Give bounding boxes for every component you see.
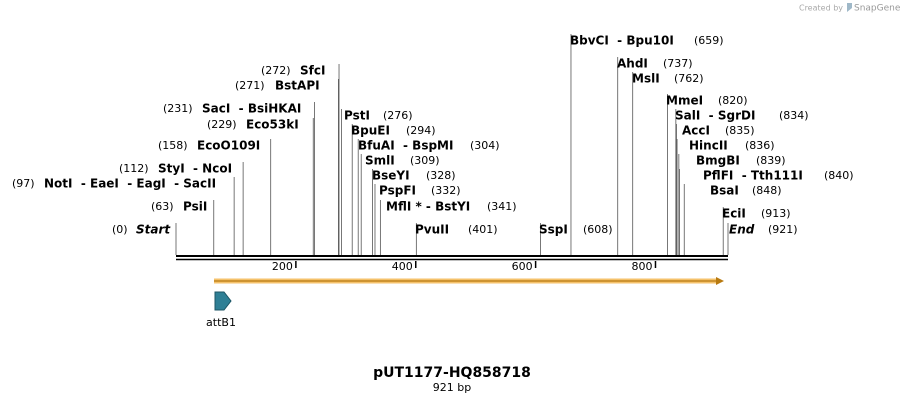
enzyme-name: PsiI [183,200,207,214]
enzyme-site: (231) [163,102,193,115]
enzyme-site: (328) [426,169,456,182]
enzyme-site: (913) [761,207,791,220]
enzyme-site: (97) [12,177,35,190]
credit-prefix: Created by [799,4,843,13]
enzyme-name: End [729,223,755,237]
enzyme-name: AccI [682,124,710,138]
length: 921 bp [433,381,471,394]
enzyme-name: EciI [722,207,746,221]
enzyme-site: (401) [468,223,498,236]
ruler-label: 200 [272,260,293,273]
feature-attB1 [214,291,232,311]
enzyme-name: NotI - EaeI - EagI - SacII [44,177,216,191]
enzyme-name: BmgBI [696,154,740,168]
enzyme-name: PstI [344,109,370,123]
enzyme-site: (276) [383,109,413,122]
enzyme-site: (820) [718,94,748,107]
enzyme-site: (158) [158,139,188,152]
feature-label: attB1 [206,316,236,329]
enzyme-name: Start [136,223,171,237]
enzyme-site: (839) [756,154,786,167]
enzyme-name: HincII [689,139,728,153]
enzyme-site: (229) [207,118,237,131]
enzyme-name: PflFI - Tth111I [703,169,803,183]
enzyme-site: (834) [779,109,809,122]
enzyme-site: (921) [768,223,798,236]
enzyme-name: SalI - SgrDI [675,109,755,123]
enzyme-name: BsaI [710,184,739,198]
enzyme-name: SmlI [365,154,395,168]
enzyme-site: (840) [824,169,854,182]
enzyme-name: EcoO109I [197,139,260,153]
enzyme-name: MflI * - BstYI [386,200,470,214]
enzyme-site: (63) [151,200,174,213]
enzyme-site: (737) [663,57,693,70]
enzyme-site: (762) [674,72,704,85]
logo [847,3,852,12]
ruler-label: 400 [392,260,413,273]
enzyme-name: BstAPI [275,79,320,93]
feature-arrowhead [716,277,724,285]
enzyme-site: (112) [119,162,149,175]
enzyme-site: (332) [431,184,461,197]
enzyme-name: Eco53kI [246,118,299,132]
enzyme-site: (309) [410,154,440,167]
enzyme-name: SacI - BsiHKAI [202,102,301,116]
enzyme-site: (294) [406,124,436,137]
credit-brand: SnapGene [854,4,901,14]
enzyme-site: (608) [583,223,613,236]
enzyme-site: (0) [112,223,128,236]
enzyme-name: BfuAI - BspMI [358,139,453,153]
enzyme-site: (835) [725,124,755,137]
enzyme-name: BpuEI [351,124,390,138]
enzyme-site: (836) [745,139,775,152]
enzyme-name: MmeI [666,94,703,108]
enzyme-site: (272) [261,64,291,77]
enzyme-site: (659) [694,34,724,47]
enzyme-site: (848) [752,184,782,197]
enzyme-site: (341) [487,200,517,213]
enzyme-name: SspI [539,223,568,237]
ruler-label: 600 [512,260,533,273]
enzyme-name: MslI [632,72,660,86]
enzyme-name: BseYI [372,169,410,183]
enzyme-name: BbvCI - Bpu10I [570,34,674,48]
enzyme-name: SfcI [300,64,325,78]
enzyme-name: PvuII [415,223,449,237]
enzyme-site: (304) [470,139,500,152]
enzyme-name: StyI - NcoI [158,162,232,176]
ruler-label: 800 [631,260,652,273]
title: pUT1177-HQ858718 [373,365,531,381]
enzyme-name: AhdI [617,57,648,71]
enzyme-name: PspFI [379,184,416,198]
enzyme-site: (271) [235,79,265,92]
